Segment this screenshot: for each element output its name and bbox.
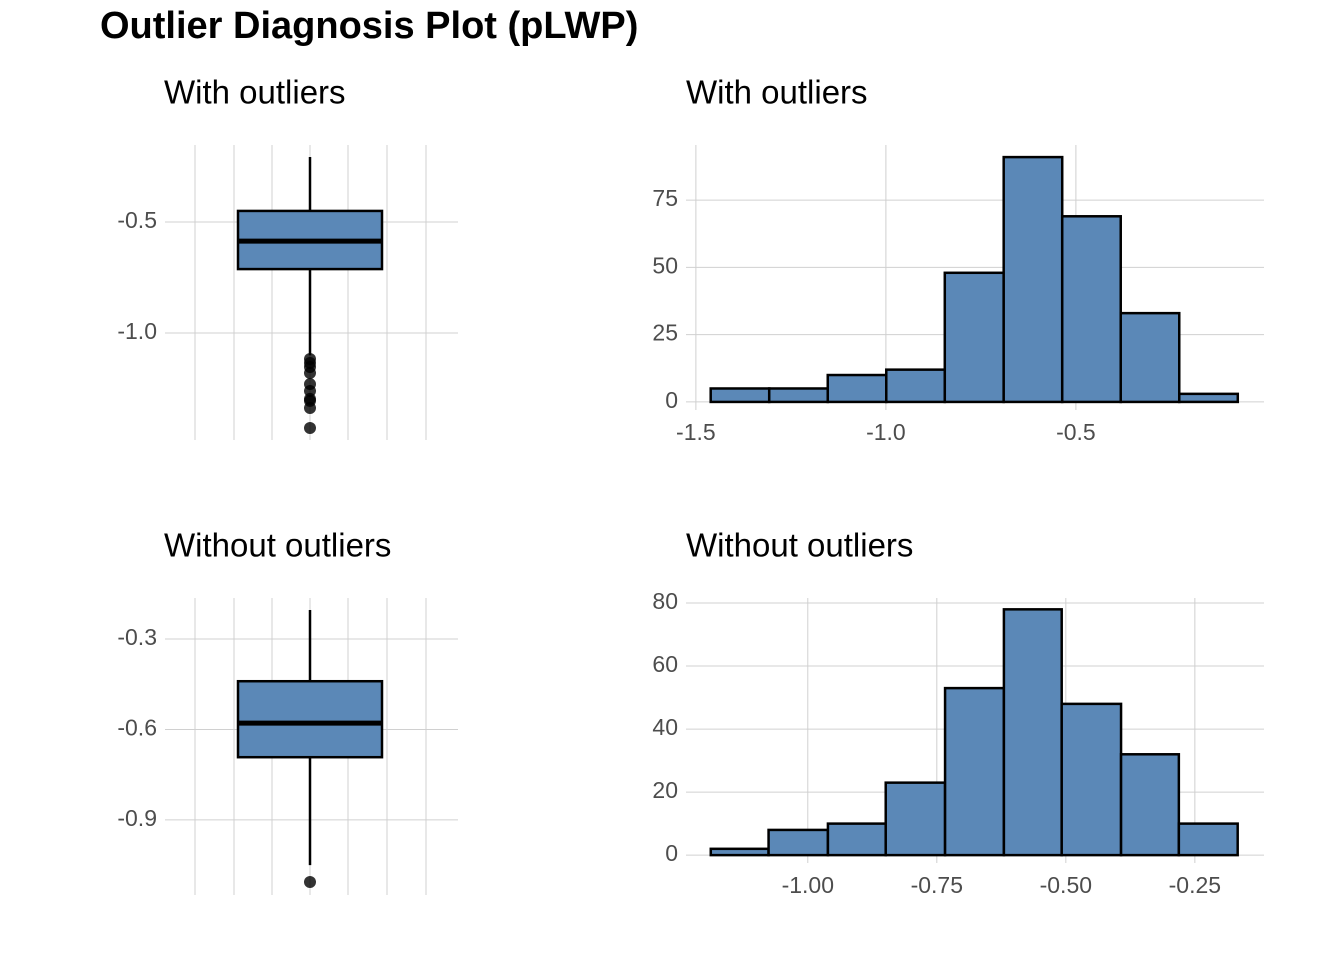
bar xyxy=(1060,215,1122,404)
bar xyxy=(943,271,1005,404)
y-tick-label: -0.9 xyxy=(117,805,157,831)
bar xyxy=(826,822,887,857)
x-tick-label: -0.5 xyxy=(1056,419,1096,445)
y-tick-label: 75 xyxy=(652,185,678,211)
x-tick-label: -0.25 xyxy=(1169,872,1221,898)
panel-title: Without outliers xyxy=(164,527,391,564)
outlier xyxy=(304,876,316,889)
x-tick-label: -1.00 xyxy=(782,872,834,898)
bar xyxy=(1177,822,1239,857)
y-tick-label: 50 xyxy=(652,252,678,278)
y-tick-label: 0 xyxy=(665,387,678,413)
y-tick-label: 25 xyxy=(652,320,678,346)
bar xyxy=(767,828,830,857)
y-tick-label: 80 xyxy=(652,588,678,614)
bar xyxy=(1119,311,1181,404)
bar xyxy=(1119,753,1181,857)
outlier xyxy=(304,402,316,415)
bar xyxy=(885,368,947,404)
outlier xyxy=(304,422,316,435)
panel-title: With outliers xyxy=(164,74,346,111)
y-tick-label: -1.0 xyxy=(117,318,157,344)
x-tick-label: -1.0 xyxy=(866,419,906,445)
bar xyxy=(1178,392,1240,404)
box xyxy=(236,679,384,759)
y-tick-label: -0.5 xyxy=(117,207,157,233)
x-tick-label: -0.75 xyxy=(911,872,963,898)
bar xyxy=(767,387,829,404)
bar xyxy=(884,781,947,857)
x-tick-label: -1.5 xyxy=(676,419,716,445)
y-tick-label: 20 xyxy=(652,777,678,803)
y-tick-label: 40 xyxy=(652,714,678,740)
panel-title: Without outliers xyxy=(686,527,913,564)
outlier xyxy=(304,366,316,379)
y-tick-label: -0.3 xyxy=(117,624,157,650)
panel-title: With outliers xyxy=(686,74,868,111)
bar xyxy=(1002,155,1064,404)
bar xyxy=(943,686,1006,857)
y-tick-label: -0.6 xyxy=(117,715,157,741)
bar xyxy=(826,373,888,404)
bar xyxy=(709,387,771,404)
x-tick-label: -0.50 xyxy=(1040,872,1092,898)
y-tick-label: 60 xyxy=(652,651,678,677)
bar xyxy=(1060,702,1123,857)
figure-title: Outlier Diagnosis Plot (pLWP) xyxy=(100,5,638,47)
bar xyxy=(1002,608,1063,857)
bar xyxy=(709,847,770,857)
y-tick-label: 0 xyxy=(665,840,678,866)
